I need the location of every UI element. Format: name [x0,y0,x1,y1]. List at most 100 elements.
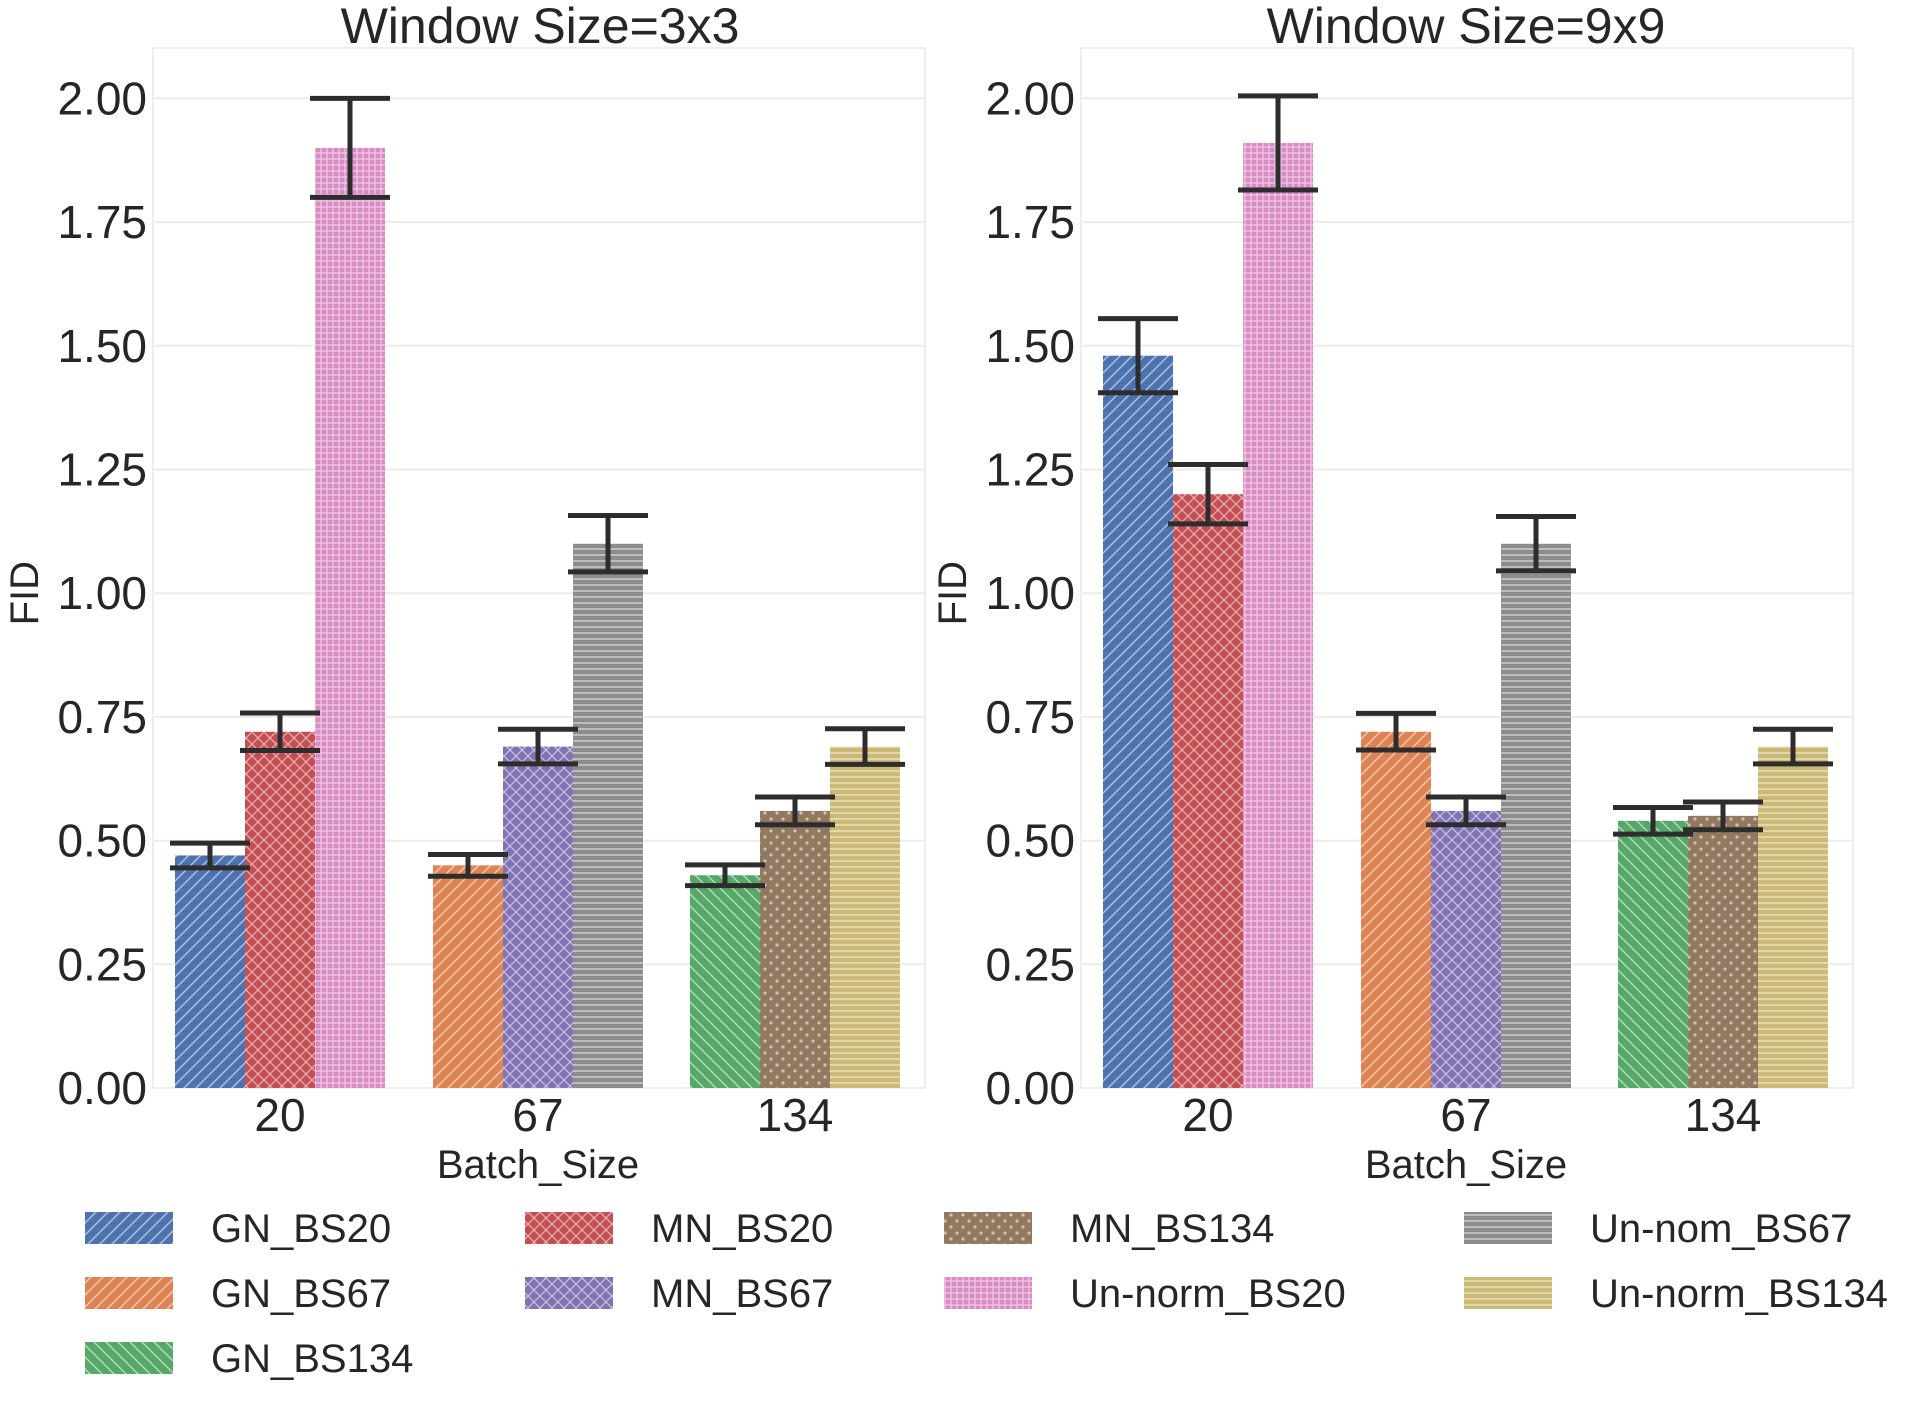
bar-un-norm-bs20-bs20 [1243,142,1313,1088]
legend-swatch [85,1212,173,1244]
legend-item-gn-bs20: GN_BS20 [85,1207,391,1251]
y-tick-label: 1.50 [985,320,1075,372]
chart-title: Window Size=9x9 [1267,0,1666,54]
legend-label: Un-norm_BS134 [1590,1272,1888,1316]
legend-item-un-nom-bs67: Un-nom_BS67 [1464,1207,1852,1251]
x-axis-label: Batch_Size [437,1143,639,1187]
x-tick-label: 20 [1182,1089,1233,1141]
legend-swatch [1464,1212,1552,1244]
x-tick-label: 134 [757,1089,834,1141]
y-tick-label: 1.00 [985,567,1075,619]
x-axis-label: Batch_Size [1365,1143,1567,1187]
legend-label: GN_BS134 [211,1337,413,1381]
bar-gn-bs20-bs20 [1103,355,1173,1088]
legend-label: GN_BS67 [211,1272,391,1316]
error-bar-gn-bs20-bs20 [1098,316,1178,396]
bar-gn-bs67-bs67 [433,865,503,1088]
legend-item-mn-bs67: MN_BS67 [525,1272,833,1316]
legend-item-mn-bs134: MN_BS134 [944,1207,1275,1251]
bar-mn-bs134-bs134 [760,810,830,1088]
y-tick-label: 0.25 [985,938,1075,990]
y-tick-label: 1.75 [985,196,1075,248]
error-bar-un-norm-bs134-bs134 [1753,726,1833,767]
error-bar-un-norm-bs20-bs20 [310,95,390,200]
y-tick-label: 0.75 [57,691,147,743]
bar-un-nom-bs67-bs67 [1501,543,1571,1088]
legend-item-un-norm-bs20: Un-norm_BS20 [944,1272,1346,1316]
bar-mn-bs67-bs67 [503,746,573,1088]
legend-label: MN_BS67 [651,1272,833,1316]
error-bar-un-norm-bs20-bs20 [1238,93,1318,193]
x-axis-ticks: 20 67 134 [254,1089,833,1141]
legend-swatch [85,1342,173,1374]
bars [1103,142,1828,1088]
y-tick-label: 1.25 [57,444,147,496]
error-bar-un-norm-bs134-bs134 [825,726,905,767]
error-bar-un-nom-bs67-bs67 [1496,514,1576,574]
legend-label: GN_BS20 [211,1207,391,1251]
y-tick-label: 2.00 [985,72,1075,124]
legend-label: Un-norm_BS20 [1070,1272,1346,1316]
y-axis-label: FID [3,561,47,625]
legend-swatch [944,1212,1032,1244]
bar-gn-bs134-bs134 [690,875,760,1088]
y-tick-label: 1.25 [985,444,1075,496]
x-tick-label: 20 [254,1089,305,1141]
bar-mn-bs20-bs20 [1173,494,1243,1088]
bar-gn-bs67-bs67 [1361,731,1431,1088]
chart-panel-window-9x9: Window Size=9x9 0.00 0.25 0.50 0.75 1.00 1.25… [931,0,1854,1187]
bar-mn-bs134-bs134 [1688,815,1758,1088]
legend: GN_BS20 MN_BS20 MN_BS134 Un-nom_BS67 GN_BS67… [85,1207,1888,1381]
y-tick-label: 2.00 [57,72,147,124]
chart-title: Window Size=3x3 [341,0,740,54]
y-tick-label: 0.00 [985,1062,1075,1114]
error-bar-mn-bs20-bs20 [240,710,320,754]
y-axis-label: FID [931,561,975,625]
y-tick-label: 1.00 [57,567,147,619]
error-bars [1098,93,1833,837]
legend-label: Un-nom_BS67 [1590,1207,1852,1251]
x-tick-label: 134 [1685,1089,1762,1141]
error-bar-mn-bs20-bs20 [1168,462,1248,527]
x-tick-label: 67 [512,1089,563,1141]
y-tick-label: 1.75 [57,196,147,248]
legend-item-un-norm-bs134: Un-norm_BS134 [1464,1272,1888,1316]
error-bar-mn-bs67-bs67 [498,726,578,767]
x-tick-label: 67 [1440,1089,1491,1141]
error-bar-gn-bs67-bs67 [1356,710,1436,753]
legend-label: MN_BS134 [1070,1207,1275,1251]
bar-mn-bs67-bs67 [1431,810,1501,1088]
error-bar-mn-bs134-bs134 [755,794,835,828]
error-bars [170,95,905,889]
error-bar-mn-bs134-bs134 [1683,799,1763,833]
y-tick-label: 1.50 [57,320,147,372]
bar-un-nom-bs67-bs67 [573,543,643,1088]
error-bar-mn-bs67-bs67 [1426,794,1506,828]
legend-swatch [944,1277,1032,1309]
legend-item-gn-bs134: GN_BS134 [85,1337,413,1381]
legend-swatch [525,1212,613,1244]
legend-label: MN_BS20 [651,1207,833,1251]
y-axis-ticks: 0.00 0.25 0.50 0.75 1.00 1.25 1.50 1.75 2.00 [985,72,1075,1114]
error-bar-un-nom-bs67-bs67 [568,513,648,575]
y-tick-label: 0.50 [985,815,1075,867]
bar-gn-bs134-bs134 [1618,820,1688,1088]
bar-gn-bs20-bs20 [175,855,245,1088]
y-tick-label: 0.75 [985,691,1075,743]
legend-item-mn-bs20: MN_BS20 [525,1207,833,1251]
y-tick-label: 0.50 [57,815,147,867]
y-axis-ticks: 0.00 0.25 0.50 0.75 1.00 1.25 1.50 1.75 2.00 [57,72,147,1114]
bar-un-norm-bs134-bs134 [1758,746,1828,1088]
legend-item-gn-bs67: GN_BS67 [85,1272,391,1316]
legend-swatch [85,1277,173,1309]
error-bar-gn-bs67-bs67 [428,851,508,879]
bars [175,147,900,1088]
bar-mn-bs20-bs20 [245,731,315,1088]
y-tick-label: 0.00 [57,1062,147,1114]
bar-un-norm-bs134-bs134 [830,746,900,1088]
error-bar-gn-bs134-bs134 [1613,804,1693,837]
legend-swatch [525,1277,613,1309]
chart-panel-window-3x3: Window Size=3x3 0.00 0.25 0.50 0.75 1.00 1.25… [3,0,926,1187]
bar-un-norm-bs20-bs20 [315,147,385,1088]
